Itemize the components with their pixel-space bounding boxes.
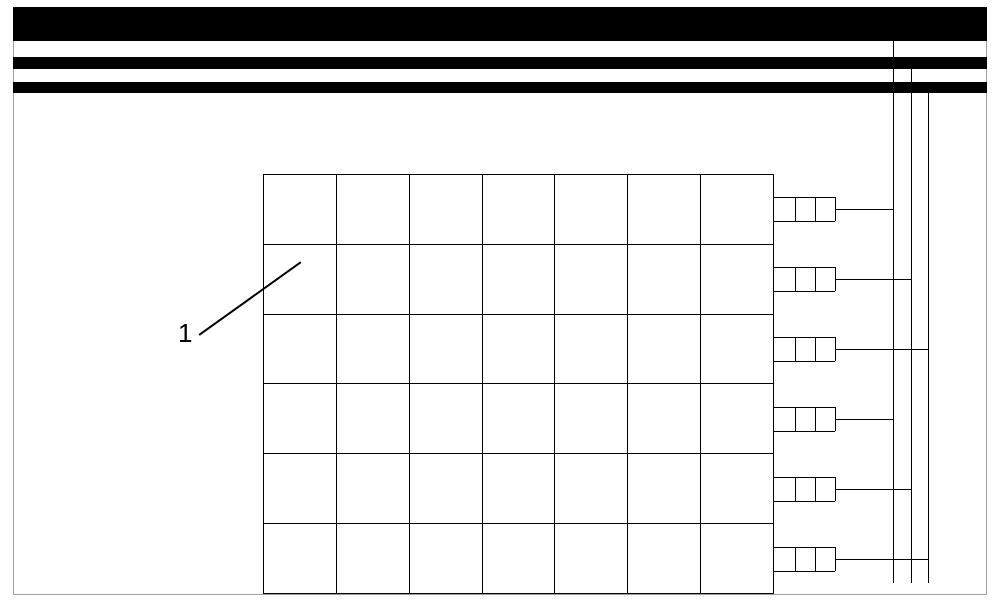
grid-cell	[336, 524, 409, 594]
grid-cell	[264, 314, 337, 384]
horizontal-bar-1	[13, 57, 987, 69]
row-stub-tick	[815, 337, 816, 361]
callout-label-1: 1	[178, 318, 192, 349]
grid-cell	[701, 244, 774, 314]
grid-cell	[701, 314, 774, 384]
row-stub-edge	[774, 221, 835, 222]
grid-cell	[336, 454, 409, 524]
grid-cell	[628, 314, 701, 384]
grid-cell	[701, 384, 774, 454]
grid-cell	[336, 384, 409, 454]
grid-cell	[555, 454, 628, 524]
grid-cell	[409, 384, 482, 454]
row-stub-tick	[795, 547, 796, 571]
grid-cell	[555, 384, 628, 454]
horizontal-bar-2	[13, 82, 987, 93]
diagram-canvas: 1	[0, 0, 1000, 603]
row-stub-tick	[815, 197, 816, 221]
grid-cell	[336, 175, 409, 245]
grid-cell	[701, 175, 774, 245]
row-stub-edge	[774, 407, 835, 408]
grid-cell	[336, 314, 409, 384]
row-stub-tick	[795, 477, 796, 501]
row-bus-connector	[835, 279, 911, 280]
row-stub-edge	[774, 501, 835, 502]
row-stub-edge	[774, 477, 835, 478]
row-stub-edge	[774, 291, 835, 292]
grid-cell	[482, 384, 555, 454]
row-stub-tick	[815, 267, 816, 291]
row-bus-connector	[835, 559, 928, 560]
row-stub-edge	[774, 571, 835, 572]
row-stub-edge	[774, 197, 835, 198]
row-bus-connector	[835, 349, 928, 350]
row-stub-tick	[795, 337, 796, 361]
row-stub-tick	[795, 197, 796, 221]
grid-cell	[555, 175, 628, 245]
grid-cell	[482, 454, 555, 524]
row-bus-connector	[835, 209, 893, 210]
grid-cell	[628, 244, 701, 314]
row-stub-edge	[774, 547, 835, 548]
row-bus-connector	[835, 419, 893, 420]
grid-cell	[482, 244, 555, 314]
bus-line-2	[928, 93, 929, 583]
grid-cell	[628, 524, 701, 594]
grid-cell	[264, 384, 337, 454]
grid-cell	[264, 524, 337, 594]
grid-cell	[482, 175, 555, 245]
grid-cell	[264, 175, 337, 245]
grid-cell	[628, 384, 701, 454]
row-bus-connector	[835, 489, 911, 490]
row-stub-tick	[795, 407, 796, 431]
grid-cell	[628, 175, 701, 245]
grid-cell	[336, 244, 409, 314]
grid-cell	[409, 244, 482, 314]
grid-cell	[701, 524, 774, 594]
grid-cell	[555, 524, 628, 594]
grid-cell	[555, 244, 628, 314]
row-stub-tick	[815, 547, 816, 571]
row-stub-tick	[815, 407, 816, 431]
bus-line-1	[911, 69, 912, 583]
grid-cell	[482, 314, 555, 384]
grid-cell	[264, 454, 337, 524]
bus-line-0	[893, 41, 894, 583]
main-grid	[263, 174, 774, 594]
grid-cell	[555, 314, 628, 384]
row-stub-edge	[774, 337, 835, 338]
grid-cell	[701, 454, 774, 524]
row-stub-edge	[774, 267, 835, 268]
row-stub-edge	[774, 361, 835, 362]
grid-cell	[409, 314, 482, 384]
horizontal-bar-0	[13, 7, 987, 41]
row-stub-tick	[795, 267, 796, 291]
grid-cell	[409, 175, 482, 245]
grid-cell	[482, 524, 555, 594]
row-stub-edge	[774, 431, 835, 432]
grid-cell	[409, 524, 482, 594]
grid-cell	[628, 454, 701, 524]
grid-cell	[409, 454, 482, 524]
row-stub-tick	[815, 477, 816, 501]
